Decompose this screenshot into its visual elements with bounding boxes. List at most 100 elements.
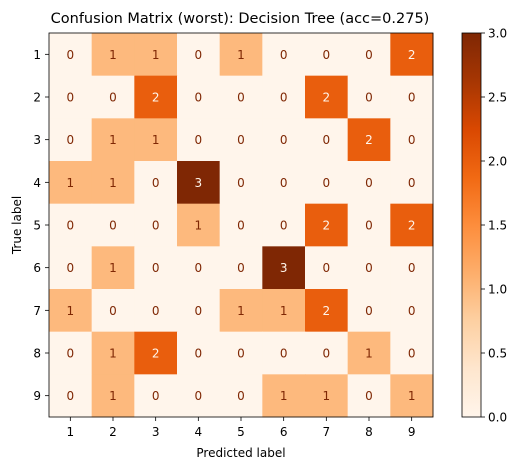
y-axis-label: True label (10, 196, 24, 255)
cell-value-label: 0 (195, 347, 203, 361)
heatmap-cell (49, 75, 93, 119)
cell-value-label: 0 (365, 91, 373, 105)
heatmap-cell (134, 246, 178, 290)
heatmap-cell (390, 289, 434, 333)
cell-value-label: 0 (67, 219, 75, 233)
cell-value-label: 0 (280, 219, 288, 233)
x-tick-label: 2 (109, 425, 117, 439)
y-tick-label: 5 (33, 219, 41, 233)
y-tick-label: 3 (33, 133, 41, 147)
heatmap-cell (177, 203, 221, 247)
heatmap-cell (262, 203, 306, 247)
y-tick-label: 8 (33, 347, 41, 361)
cell-value-label: 1 (67, 304, 75, 318)
heatmap-cell (49, 289, 93, 333)
cell-value-label: 1 (237, 304, 245, 318)
cell-value-label: 0 (280, 176, 288, 190)
colorbar-tick-label: 1.5 (488, 219, 507, 233)
heatmap-cell (305, 33, 349, 77)
heatmap-cell (347, 331, 391, 375)
heatmap-cell (134, 118, 178, 162)
cell-value-label: 1 (109, 389, 117, 403)
cell-value-label: 0 (67, 91, 75, 105)
heatmap-cell (390, 203, 434, 247)
heatmap-cell (91, 331, 135, 375)
x-tick-label: 6 (280, 425, 288, 439)
heatmap-cell (219, 33, 263, 77)
cell-value-label: 0 (67, 48, 75, 62)
heatmap-cell (262, 289, 306, 333)
cell-value-label: 0 (237, 261, 245, 275)
heatmap-cell (390, 161, 434, 205)
heatmap-cell (134, 33, 178, 77)
heatmap-cell (91, 118, 135, 162)
heatmap-cell (177, 33, 221, 77)
heatmap-cell (305, 75, 349, 119)
heatmap-cell (347, 203, 391, 247)
heatmap-cell (219, 246, 263, 290)
heatmap-cell (390, 118, 434, 162)
cell-value-label: 0 (280, 133, 288, 147)
x-tick-label: 5 (237, 425, 245, 439)
cell-value-label: 0 (408, 304, 416, 318)
heatmap-cell (390, 246, 434, 290)
heatmap-cell (177, 161, 221, 205)
cell-value-label: 0 (323, 133, 331, 147)
chart-title: Confusion Matrix (worst): Decision Tree … (51, 11, 430, 27)
y-tick-label: 6 (33, 261, 41, 275)
cell-value-label: 2 (323, 219, 331, 233)
heatmap-cell (91, 246, 135, 290)
heatmap-cell (177, 118, 221, 162)
cell-value-label: 0 (365, 176, 373, 190)
heatmap-cell (91, 75, 135, 119)
cell-value-label: 0 (237, 347, 245, 361)
heatmap-cell (134, 374, 178, 418)
cell-value-label: 2 (152, 91, 160, 105)
cell-value-label: 0 (152, 219, 160, 233)
heatmap-cell (305, 289, 349, 333)
heatmap-cell (390, 331, 434, 375)
y-tick-label: 1 (33, 48, 41, 62)
cell-value-label: 1 (365, 347, 373, 361)
y-tick-label: 7 (33, 304, 41, 318)
heatmap-cell (390, 374, 434, 418)
heatmap-cell (219, 331, 263, 375)
cell-value-label: 0 (237, 133, 245, 147)
heatmap-cell (49, 161, 93, 205)
cell-value-label: 0 (67, 347, 75, 361)
cell-value-label: 0 (195, 304, 203, 318)
cell-value-label: 0 (280, 48, 288, 62)
cell-value-label: 0 (195, 48, 203, 62)
cell-value-label: 0 (237, 389, 245, 403)
x-axis-label: Predicted label (196, 446, 285, 460)
heatmap-cell (262, 374, 306, 418)
heatmap-cell (49, 33, 93, 77)
cell-value-label: 3 (195, 176, 203, 190)
heatmap-cell (390, 33, 434, 77)
y-tick-label: 2 (33, 91, 41, 105)
cell-value-label: 1 (109, 48, 117, 62)
x-tick-label: 1 (67, 425, 75, 439)
heatmap-cell (177, 75, 221, 119)
cell-value-label: 0 (408, 133, 416, 147)
cell-value-label: 0 (67, 133, 75, 147)
heatmap-cell (305, 374, 349, 418)
heatmap-cell (347, 374, 391, 418)
heatmap-cell (134, 75, 178, 119)
cell-value-label: 0 (109, 304, 117, 318)
cell-value-label: 1 (408, 389, 416, 403)
colorbar-ticks: 0.0 0.5 1.0 1.5 2.0 2.5 3.0 (481, 27, 507, 425)
colorbar-tick-label: 0.0 (488, 411, 507, 425)
colorbar-tick-label: 3.0 (488, 27, 507, 41)
heatmap-cell (219, 289, 263, 333)
heatmap-cell (49, 118, 93, 162)
y-tick-label: 4 (33, 176, 41, 190)
cell-value-label: 0 (323, 347, 331, 361)
cell-value-label: 1 (67, 176, 75, 190)
cell-value-label: 2 (365, 133, 373, 147)
cell-value-label: 0 (67, 261, 75, 275)
cell-value-label: 3 (280, 261, 288, 275)
cell-value-label: 0 (152, 389, 160, 403)
x-tick-label: 3 (152, 425, 160, 439)
heatmap-cell (91, 33, 135, 77)
